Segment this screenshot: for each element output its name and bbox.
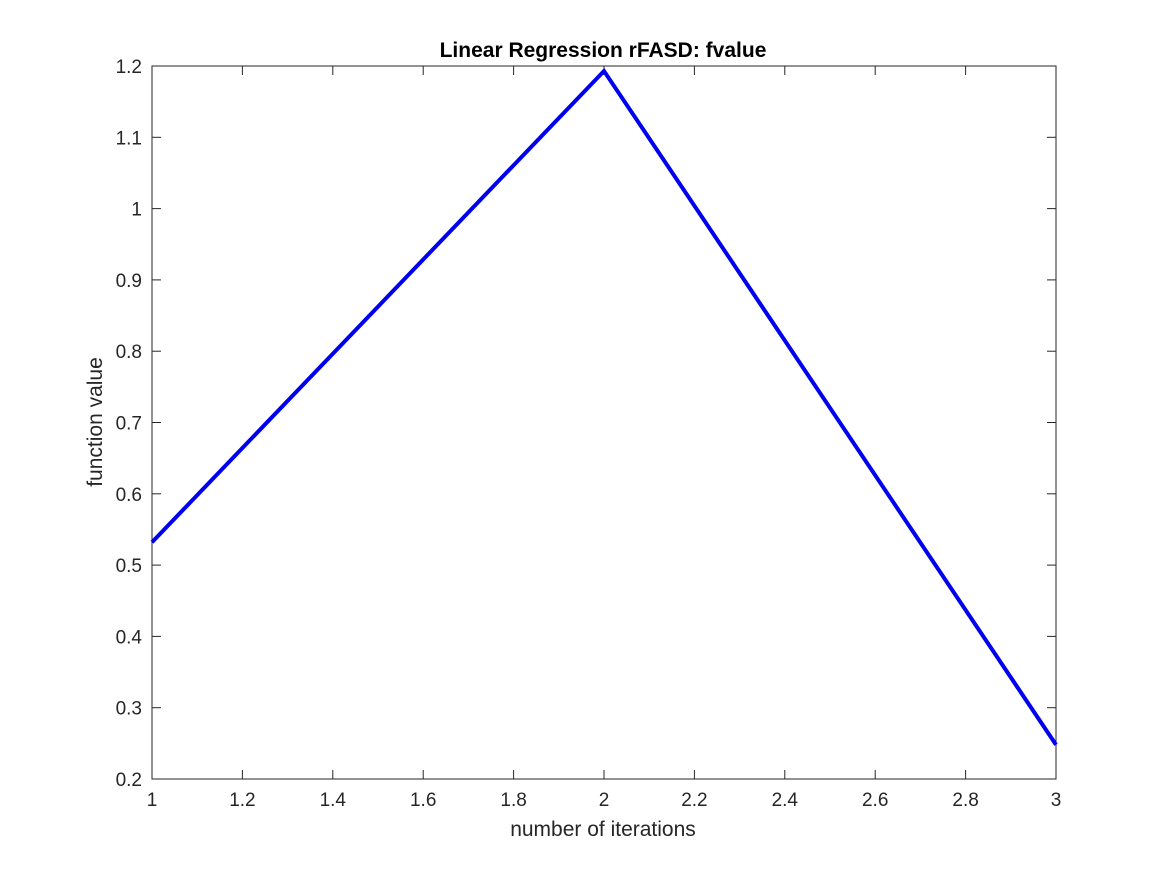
x-tick-label: 2.2: [681, 790, 707, 811]
x-tick-label: 2.4: [772, 790, 799, 811]
axes-box: [151, 65, 1057, 780]
y-tick-label: 1.2: [116, 57, 142, 78]
y-tick-label: 0.3: [116, 699, 142, 720]
y-tick-label: 1.1: [116, 128, 142, 149]
data-point: [151, 541, 153, 543]
x-tick-label: 2: [599, 790, 610, 811]
y-tick-label: 0.9: [116, 271, 142, 292]
x-axis-label: number of iterations: [510, 818, 696, 841]
x-tick-label: 1: [147, 790, 158, 811]
x-tick-label: 3: [1051, 790, 1062, 811]
x-tick-label: 1.8: [500, 790, 526, 811]
y-tick-label: 1: [131, 200, 142, 221]
y-tick-label: 0.4: [116, 627, 143, 648]
data-point: [1055, 744, 1057, 746]
plot-area: 1 1.2 1.4 1.6 1.8 2 2.2 2.4 2.6 2.8 3 0.2 0.3 0.4 0.5…: [116, 57, 1062, 811]
x-tick-label: 1.6: [410, 790, 436, 811]
y-tick-label: 0.6: [116, 485, 142, 506]
y-tick-label: 0.8: [116, 342, 142, 363]
y-axis-label: function value: [84, 357, 107, 487]
data-point: [603, 70, 605, 72]
y-tick-label: 0.2: [116, 770, 142, 791]
series-layer: [150, 67, 1058, 746]
x-tick-label: 2.6: [862, 790, 888, 811]
y-tick-label: 0.5: [116, 556, 142, 577]
y-tick-label: 0.7: [116, 414, 142, 435]
x-tick-label: 1.2: [229, 790, 255, 811]
x-tick-label: 1.4: [320, 790, 347, 811]
x-axis: 1 1.2 1.4 1.6 1.8 2 2.2 2.4 2.6 2.8 3: [147, 66, 1062, 811]
x-tick-label: 2.8: [952, 790, 978, 811]
y-axis: 0.2 0.3 0.4 0.5 0.6 0.7 0.8 0.9 1 1.1 1.2: [116, 57, 1056, 791]
chart-title: Linear Regression rFASD: fvalue: [440, 39, 767, 62]
